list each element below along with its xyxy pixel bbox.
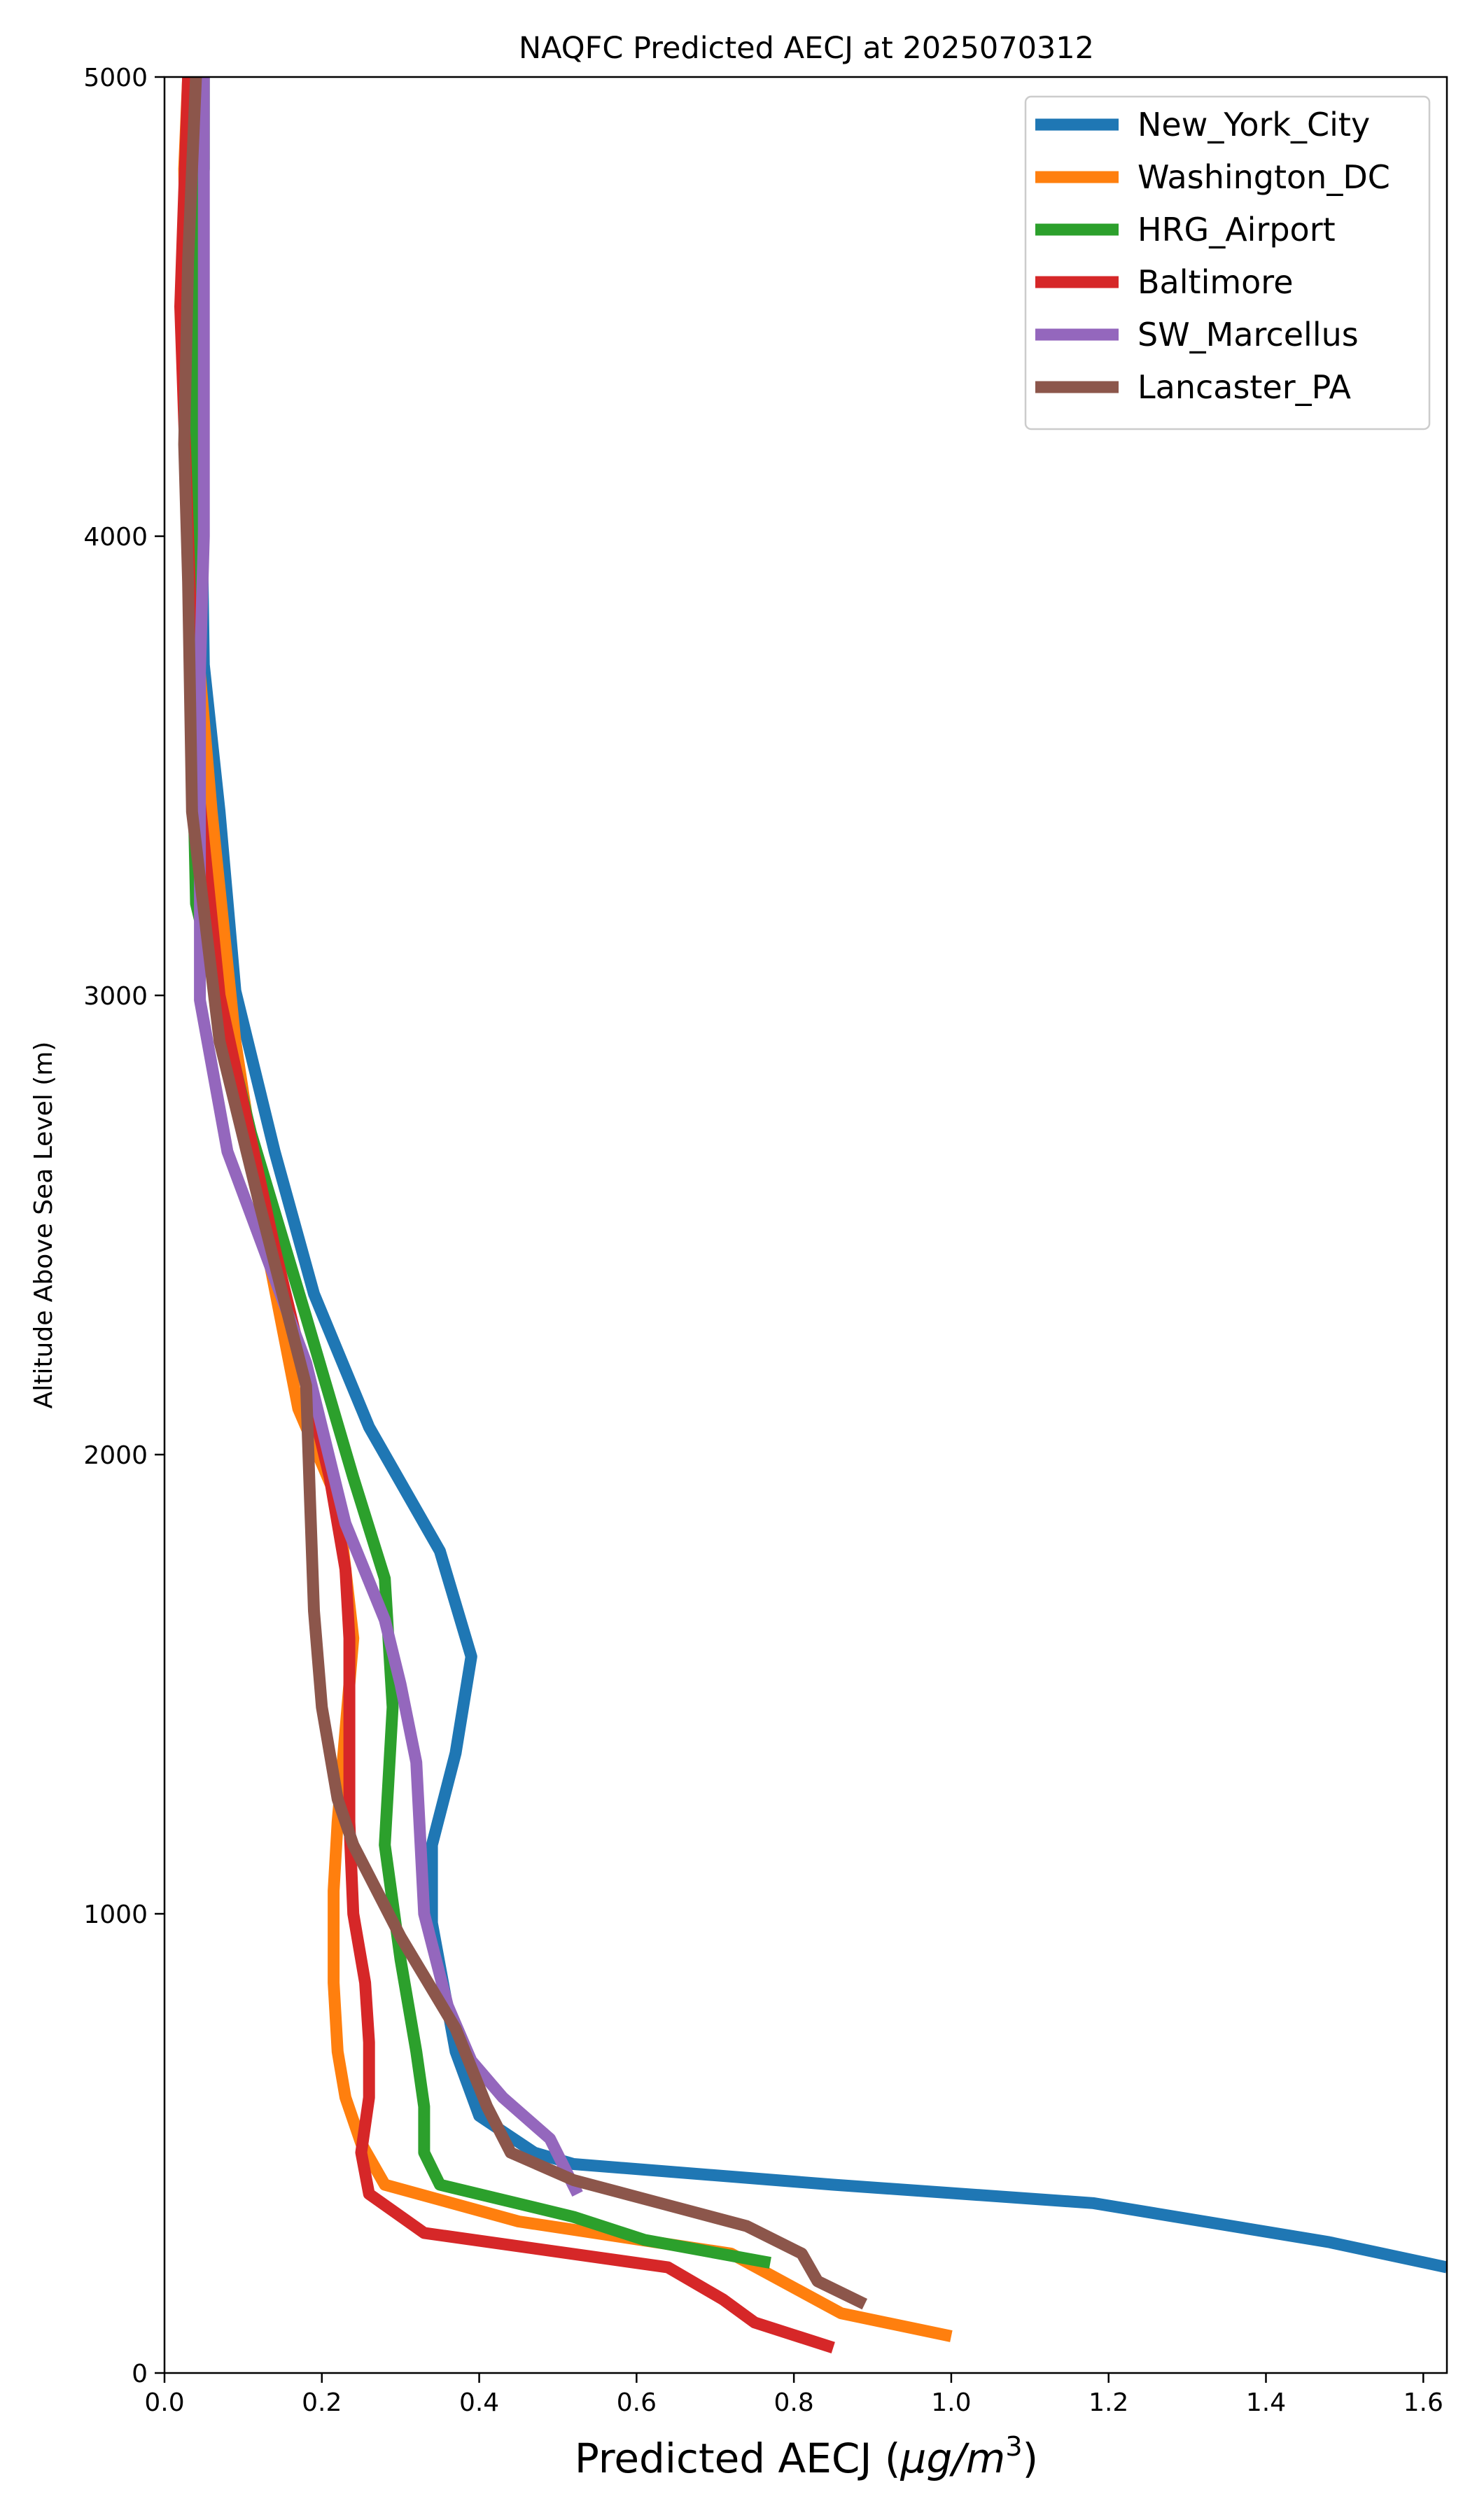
y-tick-label: 5000 [83,64,148,92]
series-line-baltimore [174,77,835,2353]
axes-layer: 0.0 0.2 0.4 0.6 0.8 1.0 1.2 1.4 1.6 0 1000 2000 3000… [83,64,1443,2417]
series-line-new-york-city [194,77,1447,2274]
x-tick-label: 0.4 [459,2388,499,2417]
x-tick-label: 1.6 [1404,2388,1443,2417]
y-axis-label: Altitude Above Sea Level (m) [29,1042,58,1409]
y-tick-label: 1000 [83,1900,148,1929]
x-tick-label: 0.8 [774,2388,814,2417]
x-axis-label-end: ) [1023,2435,1039,2482]
legend-label-baltimore: Baltimore [1138,263,1294,301]
x-axis-label-main: Predicted AECJ ( [575,2435,901,2482]
x-tick-label: 1.4 [1246,2388,1286,2417]
x-tick-label: 1.0 [931,2388,971,2417]
chart-title: NAQFC Predicted AECJ at 2025070312 [519,31,1094,66]
y-tick-label: 0 [132,2360,148,2388]
x-axis-label: Predicted AECJ (μg/m3) [575,2431,1038,2482]
legend-label-hrg-airport: HRG_Airport [1138,211,1336,248]
x-tick-label: 0.6 [617,2388,657,2417]
y-tick-label: 2000 [83,1441,148,1470]
legend-label-new-york-city: New_York_City [1138,106,1370,144]
legend-box [1024,95,1431,430]
legend-label-sw-marcellus: SW_Marcellus [1138,316,1359,354]
x-tick-label: 1.2 [1088,2388,1128,2417]
y-tick-label: 3000 [83,982,148,1011]
legend: New_York_City Washington_DC HRG_Airport Bal… [1024,95,1431,430]
x-tick-label: 0.0 [144,2388,184,2417]
series-layer [174,77,1447,2353]
x-axis-label-sup: 3 [1005,2431,1022,2462]
series-line-lancaster-pa [178,77,868,2310]
legend-label-lancaster-pa: Lancaster_PA [1138,368,1351,406]
plot-frame [163,76,1448,2374]
x-axis-label-unit: μg/m [900,2435,1006,2482]
y-tick-label: 4000 [83,523,148,552]
legend-label-washington-dc: Washington_DC [1138,158,1390,196]
x-tick-label: 0.2 [302,2388,342,2417]
